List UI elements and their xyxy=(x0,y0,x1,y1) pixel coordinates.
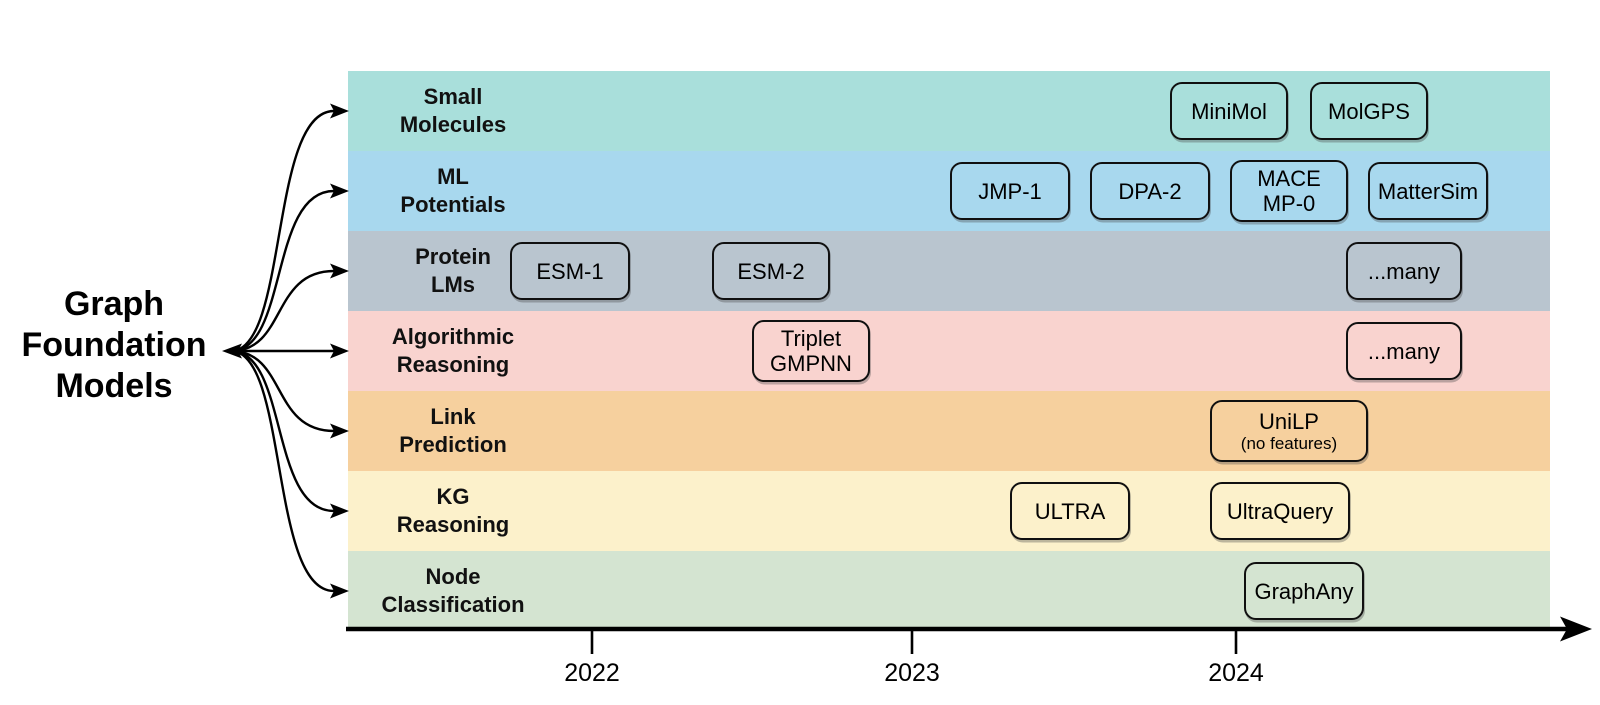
model-box-esm-2: ESM-2 xyxy=(712,242,830,300)
band-label-kg-reasoning: KG Reasoning xyxy=(396,484,510,537)
fan-arrow-link-prediction xyxy=(232,349,335,433)
model-box-ultraquery: UltraQuery xyxy=(1210,482,1350,540)
band-label-small-molecules: Small Molecules xyxy=(399,84,507,137)
figure-title-line-1: Graph xyxy=(63,285,165,323)
model-box-jmp-1: JMP-1 xyxy=(950,162,1070,220)
figure-title-line-2: Foundation xyxy=(21,326,207,364)
fan-arrowhead-5 xyxy=(330,423,349,439)
model-box-mace-mp-0: MACE MP-0 xyxy=(1230,160,1348,222)
year-label-2023: 2023 xyxy=(884,659,940,687)
fan-arrow-small-molecules xyxy=(232,109,335,353)
band-protein-lms: Protein LMs ESM-1 ESM-2 ...many xyxy=(348,231,1550,311)
fan-arrow-protein-lms xyxy=(232,269,335,353)
band-link-prediction: Link Prediction UniLP (no features) xyxy=(348,391,1550,471)
fan-arrow-ml-potentials xyxy=(232,189,335,353)
band-label-protein-lms: Protein LMs xyxy=(415,244,491,297)
timeline-axis-arrowhead xyxy=(1560,616,1592,642)
fan-arrowhead-7 xyxy=(330,583,349,599)
model-box-unilp: UniLP (no features) xyxy=(1210,400,1368,462)
figure-title-line-3: Models xyxy=(55,367,173,405)
band-algorithmic-reasoning: Algorithmic Reasoning Triplet GMPNN ...m… xyxy=(348,311,1550,391)
model-box-protein-many: ...many xyxy=(1346,242,1462,300)
model-box-minimol: MiniMol xyxy=(1170,82,1288,140)
model-box-esm-1: ESM-1 xyxy=(510,242,630,300)
band-label-link-prediction: Link Prediction xyxy=(399,404,507,457)
model-box-ultra: ULTRA xyxy=(1010,482,1130,540)
model-box-molgps: MolGPS xyxy=(1310,82,1428,140)
fan-arrow-kg-reasoning xyxy=(232,349,335,513)
fan-arrow-node-classification xyxy=(232,349,335,593)
model-box-mattersim: MatterSim xyxy=(1368,162,1488,220)
year-label-2024: 2024 xyxy=(1208,659,1264,687)
fan-arrowhead-6 xyxy=(330,503,349,519)
band-node-classification: Node Classification GraphAny xyxy=(348,551,1550,631)
fan-arrowhead-4 xyxy=(330,343,349,359)
unilp-subtext: (no features) xyxy=(1240,433,1338,453)
model-box-graphany: GraphAny xyxy=(1244,562,1364,620)
band-small-molecules: Small Molecules MiniMol MolGPS xyxy=(348,71,1550,151)
model-box-dpa-2: DPA-2 xyxy=(1090,162,1210,220)
fan-arrowhead-1 xyxy=(330,103,349,119)
band-ml-potentials: ML Potentials JMP-1 DPA-2 MACE MP-0 Matt… xyxy=(348,151,1550,231)
model-box-triplet-gmpnn: Triplet GMPNN xyxy=(752,320,870,382)
model-box-algorithmic-many: ...many xyxy=(1346,322,1462,380)
fan-arrowhead-3 xyxy=(330,263,349,279)
band-label-node-classification: Node Classification xyxy=(381,564,525,617)
band-kg-reasoning: KG Reasoning ULTRA UltraQuery xyxy=(348,471,1550,551)
band-label-algorithmic-reasoning: Algorithmic Reasoning xyxy=(391,324,515,377)
fan-arrowhead-2 xyxy=(330,183,349,199)
band-label-ml-potentials: ML Potentials xyxy=(400,164,506,217)
figure-title: Graph Foundation Models xyxy=(0,284,228,407)
year-label-2022: 2022 xyxy=(564,659,620,687)
